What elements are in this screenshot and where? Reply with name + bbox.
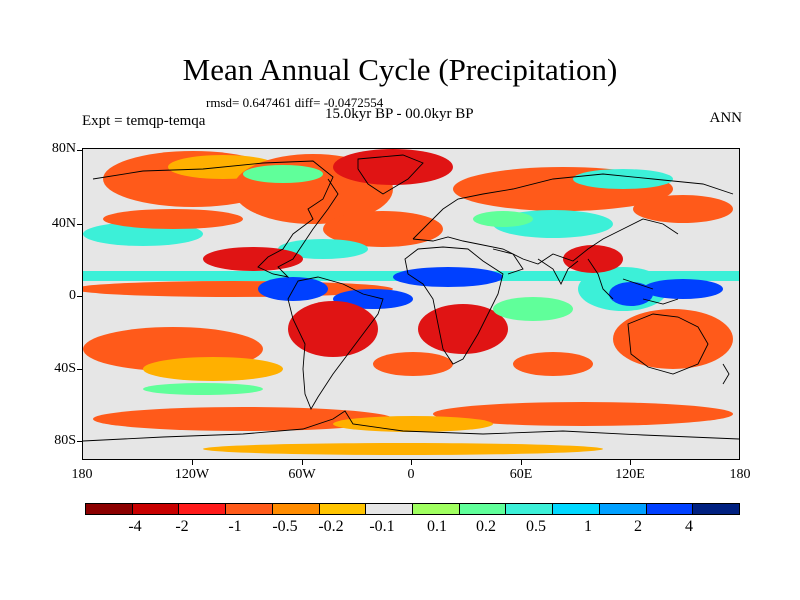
lat-label-40n: 40N bbox=[51, 216, 76, 231]
coastline-australia bbox=[627, 313, 709, 375]
anomaly-australia-dry bbox=[613, 309, 733, 369]
colorbar-label: -0.2 bbox=[318, 518, 344, 535]
colorbar-segment-10 bbox=[553, 504, 600, 514]
colorbar-segment-0 bbox=[86, 504, 133, 514]
lon-label-180e: 180 bbox=[729, 467, 751, 482]
lon-label-60e: 60E bbox=[509, 467, 533, 482]
lon-label-120e: 120E bbox=[615, 467, 645, 482]
lat-tick bbox=[77, 441, 82, 442]
colorbar-label: -0.5 bbox=[272, 518, 298, 535]
lon-tick bbox=[521, 460, 522, 465]
colorbar-segment-11 bbox=[599, 504, 647, 514]
colorbar-segment-3 bbox=[226, 504, 273, 514]
anomaly-south-atlantic-dry bbox=[373, 352, 453, 376]
season-label: ANN bbox=[709, 110, 743, 126]
stats-text: rmsd= 0.647461 diff= -0.0472554 bbox=[206, 95, 384, 110]
colorbar-segment-6 bbox=[366, 504, 414, 514]
colorbar-segment-13 bbox=[693, 504, 740, 514]
colorbar-label: 1 bbox=[584, 518, 592, 535]
lon-tick bbox=[192, 460, 193, 465]
colorbar-label: 0.2 bbox=[476, 518, 496, 535]
anomaly-siberia-wet bbox=[573, 169, 673, 189]
colorbar-segment-2 bbox=[179, 504, 227, 514]
anomaly-pacific-west-dry bbox=[633, 195, 733, 223]
colorbar-label: 0.1 bbox=[427, 518, 447, 535]
colorbar-label: -2 bbox=[175, 518, 189, 535]
anomaly-south-america-dry bbox=[288, 301, 378, 357]
anomaly-southern-ocean-weak bbox=[333, 416, 493, 432]
colorbar-label: 4 bbox=[685, 518, 693, 535]
anomaly-gulf-dry bbox=[203, 247, 303, 271]
anomaly-us-wet bbox=[278, 239, 368, 259]
lat-label-80s: 80S bbox=[54, 433, 76, 448]
lat-tick bbox=[77, 150, 82, 151]
lat-label-80n: 80N bbox=[51, 141, 76, 156]
coastline-antarctica bbox=[83, 410, 739, 442]
lon-tick bbox=[411, 460, 412, 465]
colorbar-segment-1 bbox=[132, 504, 180, 514]
lat-label-eq: 0 bbox=[69, 288, 76, 303]
anomaly-indian-ocean-wet bbox=[493, 297, 573, 321]
anomaly-africa-wet bbox=[393, 267, 503, 287]
lon-label-0: 0 bbox=[407, 467, 415, 482]
colorbar-segment-4 bbox=[272, 504, 320, 514]
coastline-south-america bbox=[287, 276, 384, 411]
anomaly-canada-wet bbox=[243, 165, 323, 183]
lat-tick bbox=[77, 224, 82, 225]
experiment-label: Expt = temqp-temqa bbox=[82, 113, 206, 129]
anomaly-greenland-dry bbox=[333, 149, 453, 185]
anomaly-asia-wetlight bbox=[473, 211, 533, 227]
anomaly-south-indian-dry bbox=[513, 352, 593, 376]
colorbar-label: -4 bbox=[128, 518, 142, 535]
anomaly-north-pacific-dry bbox=[103, 209, 243, 229]
anomaly-south-pacific-weak bbox=[143, 357, 283, 381]
anomaly-east-pacific-wet bbox=[258, 277, 328, 301]
colorbar-label: -1 bbox=[228, 518, 242, 535]
lat-tick bbox=[77, 369, 82, 370]
anomaly-atlantic-dry bbox=[323, 211, 443, 247]
anomaly-southern-ocean-wet bbox=[143, 383, 263, 395]
coastlines bbox=[83, 154, 739, 442]
lon-tick bbox=[302, 460, 303, 465]
coastline-africa bbox=[404, 246, 504, 365]
lon-tick bbox=[630, 460, 631, 465]
coastline-greenland bbox=[357, 154, 424, 195]
colorbar-label: 0.5 bbox=[526, 518, 546, 535]
colorbar-segment-8 bbox=[459, 504, 507, 514]
colorbar-label: -0.1 bbox=[369, 518, 395, 535]
lon-label-180w: 180 bbox=[71, 467, 93, 482]
anomaly-africa-dry bbox=[418, 304, 508, 354]
coastline-new-zealand bbox=[722, 363, 730, 385]
anomaly-pacific-warm-pool-dry bbox=[563, 245, 623, 273]
anomaly-maritime-core bbox=[609, 282, 653, 306]
colorbar-segment-9 bbox=[506, 504, 554, 514]
coastline-north-america bbox=[92, 160, 339, 278]
period-text: 15.0kyr BP - 00.0kyr BP bbox=[325, 106, 474, 122]
anomaly-southern-ocean-dry bbox=[93, 407, 393, 431]
colorbar-segment-12 bbox=[646, 504, 694, 514]
anomaly-west-pacific-wet bbox=[643, 279, 723, 299]
lon-label-60w: 60W bbox=[288, 467, 316, 482]
lat-tick bbox=[77, 296, 82, 297]
coastline-arabia-india bbox=[492, 248, 579, 286]
coastline-europe-asia bbox=[412, 173, 734, 265]
colorbar-segment-7 bbox=[413, 504, 460, 514]
chart-title: Mean Annual Cycle (Precipitation) bbox=[182, 52, 618, 87]
lat-label-40s: 40S bbox=[54, 361, 76, 376]
anomaly-southern-ocean-dry-east bbox=[433, 402, 733, 426]
precipitation-map bbox=[82, 148, 740, 460]
anomaly-field bbox=[83, 149, 739, 455]
lon-label-120w: 120W bbox=[174, 467, 210, 482]
colorbar-segment-5 bbox=[319, 504, 367, 514]
colorbar-label: 2 bbox=[634, 518, 642, 535]
colorbar bbox=[85, 503, 740, 515]
anomaly-antarctic-weak bbox=[203, 443, 603, 455]
map-canvas bbox=[83, 149, 739, 455]
coastline-southeast-asia bbox=[587, 258, 679, 305]
